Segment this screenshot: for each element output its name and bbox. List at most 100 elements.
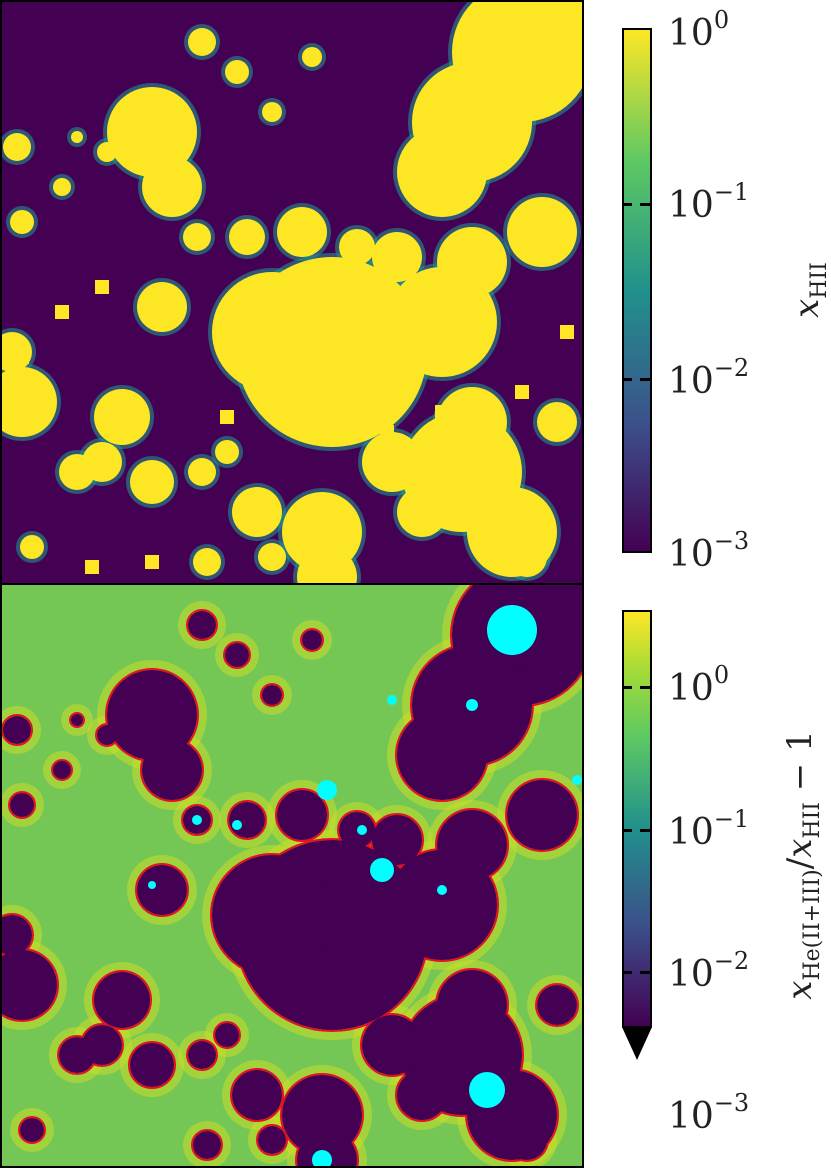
colorbar-tick xyxy=(622,971,632,974)
contour-line xyxy=(213,1021,241,1049)
he-ratio-map-panel xyxy=(0,583,584,1168)
contour-line xyxy=(135,863,189,917)
low-ratio-region xyxy=(522,585,582,645)
ionized-region xyxy=(71,131,83,143)
xhii-colorbar xyxy=(622,28,652,553)
ionized-region xyxy=(258,543,286,571)
ionized-region xyxy=(284,274,320,310)
ionized-region xyxy=(522,2,582,62)
colorbar-tick xyxy=(640,971,650,974)
low-ratio-region xyxy=(302,630,322,650)
low-ratio-region xyxy=(537,985,577,1025)
ionized-bubble xyxy=(15,350,29,364)
ionized-region xyxy=(507,537,547,577)
colorbar-tick-label: 10−1 xyxy=(668,805,750,853)
ionized-region xyxy=(59,454,95,490)
ionized-region xyxy=(437,387,507,457)
low-ratio-region xyxy=(225,643,249,667)
low-ratio-region xyxy=(193,1131,221,1159)
low-ratio-region xyxy=(59,1037,95,1073)
ionized-region xyxy=(107,87,197,177)
colorbar-tick-label: 10−3 xyxy=(668,1089,750,1137)
ionized-region xyxy=(215,440,239,464)
ionized-region xyxy=(188,28,216,56)
low-ratio-region xyxy=(20,1118,44,1142)
contour-line xyxy=(535,983,579,1027)
ionized-region xyxy=(20,535,44,559)
ionized-region xyxy=(537,402,577,442)
low-ratio-region xyxy=(397,1070,447,1120)
contour-line xyxy=(191,1129,223,1161)
ionized-region xyxy=(339,229,375,265)
contour-line xyxy=(186,609,218,641)
low-ratio-region xyxy=(437,970,507,1040)
contour-line xyxy=(256,1124,288,1156)
colorbar-tick xyxy=(640,378,650,381)
contour-line xyxy=(300,628,324,652)
colorbar-extend-min-triangle xyxy=(622,1027,652,1060)
ionized-bubble xyxy=(145,555,159,569)
low-ratio-region xyxy=(94,972,150,1028)
low-ratio-region xyxy=(258,1126,286,1154)
colorbar-tick-label: 100 xyxy=(668,661,730,709)
low-ratio-region xyxy=(2,950,57,1020)
low-ratio-region xyxy=(297,1130,357,1166)
ionized-region xyxy=(53,178,71,196)
low-ratio-region xyxy=(277,790,327,840)
low-ratio-region xyxy=(229,802,265,838)
ionized-bubble xyxy=(435,405,449,419)
colorbar-tick xyxy=(622,686,632,689)
colorbar-tick-label: 10−1 xyxy=(668,178,750,226)
xhii-colorbar-label: xHII xyxy=(787,262,831,318)
colorbar-tick-label: 10−2 xyxy=(668,354,750,402)
masked-cell xyxy=(192,815,202,825)
ionized-region xyxy=(232,487,282,537)
ionized-region xyxy=(193,548,221,576)
contour-line xyxy=(227,800,267,840)
contour-line xyxy=(8,791,36,819)
ionized-region xyxy=(94,389,150,445)
low-ratio-region xyxy=(188,611,216,639)
masked-cell xyxy=(469,1072,505,1108)
masked-cell xyxy=(312,1150,332,1166)
ionized-region xyxy=(97,142,117,162)
ionized-region xyxy=(229,219,265,255)
contour-line xyxy=(505,778,579,852)
masked-cell xyxy=(370,858,394,882)
low-ratio-region xyxy=(262,685,282,705)
ionized-region xyxy=(372,232,422,282)
contour-line xyxy=(18,1116,46,1144)
colorbar-tick xyxy=(640,686,650,689)
ionized-region xyxy=(397,127,487,217)
contour-line xyxy=(51,759,73,781)
ionized-region xyxy=(142,157,202,217)
ionized-bubble xyxy=(95,280,109,294)
masked-cell xyxy=(317,780,337,800)
ionized-region xyxy=(397,487,447,537)
low-ratio-region xyxy=(284,857,320,893)
contour-line xyxy=(186,1039,218,1071)
he-ratio-colorbar-label: xHe(II+III)/xHII − 1 xyxy=(780,730,825,1000)
ionized-bubble xyxy=(220,410,234,424)
ionized-region xyxy=(130,460,174,504)
masked-cell xyxy=(487,605,537,655)
low-ratio-region xyxy=(107,670,197,760)
ionized-region xyxy=(2,367,57,437)
ionized-region xyxy=(302,47,322,67)
ionized-region xyxy=(362,432,422,492)
low-ratio-region xyxy=(215,1023,239,1047)
masked-cell xyxy=(232,820,242,830)
ionized-bubble xyxy=(55,305,69,319)
low-ratio-region xyxy=(437,810,507,880)
low-ratio-region xyxy=(232,1070,282,1120)
he-ratio-map xyxy=(2,585,582,1166)
contour-line xyxy=(69,712,85,728)
masked-cell xyxy=(437,885,447,895)
low-ratio-region xyxy=(3,716,31,744)
low-ratio-region xyxy=(507,1120,547,1160)
colorbar-tick xyxy=(640,829,650,832)
low-ratio-region xyxy=(372,815,422,865)
ionized-bubble xyxy=(85,560,99,574)
xhii-map-panel xyxy=(0,0,584,585)
ionized-region xyxy=(507,197,577,267)
